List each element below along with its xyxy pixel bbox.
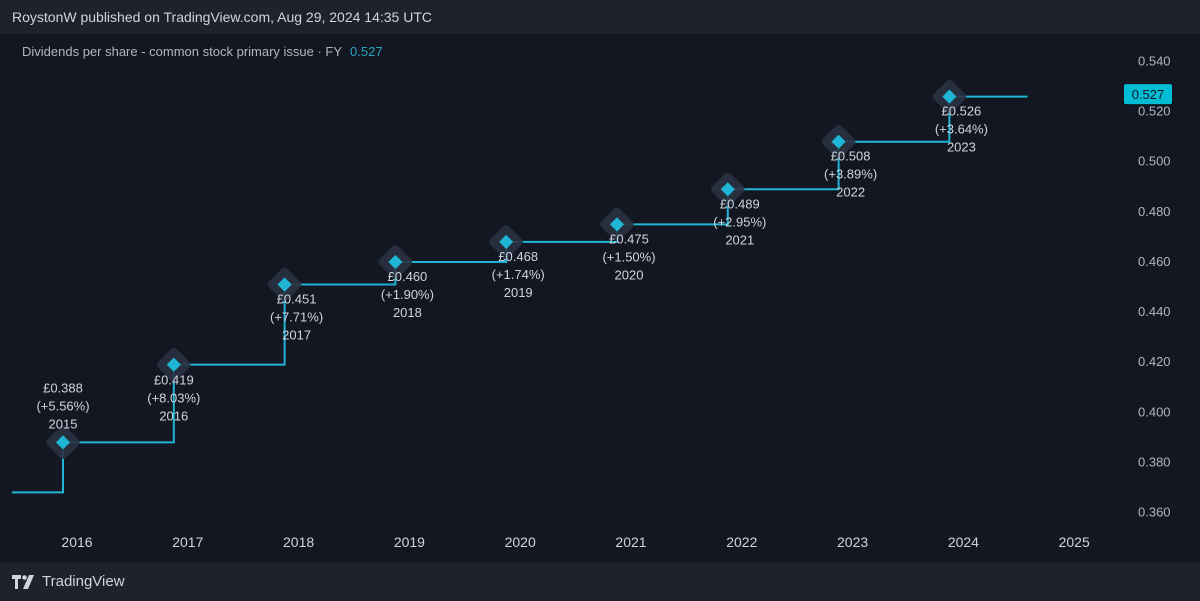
x-tick-label: 2018 <box>283 534 314 550</box>
point-change-label: (+8.03%) <box>147 391 200 406</box>
data-point-marker[interactable] <box>831 134 846 149</box>
y-tick-label: 0.400 <box>1138 404 1171 419</box>
point-price-label: £0.460 <box>388 269 428 284</box>
x-tick-label: 2024 <box>948 534 979 550</box>
x-tick-label: 2017 <box>172 534 203 550</box>
y-tick-label: 0.360 <box>1138 504 1171 519</box>
data-point-marker[interactable] <box>499 234 514 249</box>
point-year-label: 2018 <box>393 305 422 320</box>
point-year-label: 2019 <box>504 285 533 300</box>
point-change-label: (+3.89%) <box>824 167 877 182</box>
point-price-label: £0.388 <box>43 380 83 395</box>
tradingview-brand[interactable]: TradingView <box>12 573 125 590</box>
footer-bar: TradingView <box>0 563 1200 601</box>
point-price-label: £0.468 <box>498 249 538 264</box>
data-point-marker[interactable] <box>166 357 181 372</box>
last-value-badge-text: 0.527 <box>1132 87 1165 102</box>
chart-area[interactable] <box>0 34 1200 563</box>
series-legend[interactable]: Dividends per share - common stock prima… <box>22 44 383 59</box>
point-price-label: £0.489 <box>720 196 760 211</box>
y-tick-label: 0.380 <box>1138 454 1171 469</box>
x-tick-label: 2020 <box>505 534 536 550</box>
header-bar: RoystonW published on TradingView.com, A… <box>0 0 1200 34</box>
last-value-badge <box>1124 84 1172 105</box>
point-change-label: (+1.50%) <box>602 249 655 264</box>
x-tick-label: 2025 <box>1059 534 1090 550</box>
x-tick-label: 2022 <box>726 534 757 550</box>
point-change-label: (+3.64%) <box>935 122 988 137</box>
point-year-label: 2023 <box>947 140 976 155</box>
point-year-label: 2017 <box>282 327 311 342</box>
point-year-label: 2016 <box>159 409 188 424</box>
y-tick-label: 0.420 <box>1138 354 1171 369</box>
point-price-label: £0.475 <box>609 231 649 246</box>
point-price-label: £0.451 <box>277 291 317 306</box>
point-change-label: (+1.90%) <box>381 287 434 302</box>
data-point-marker[interactable] <box>277 277 292 292</box>
publish-info: RoystonW published on TradingView.com, A… <box>12 9 432 25</box>
y-tick-label: 0.500 <box>1138 154 1171 169</box>
point-change-label: (+1.74%) <box>492 267 545 282</box>
y-tick-label: 0.520 <box>1138 104 1171 119</box>
data-point-marker[interactable] <box>942 89 957 104</box>
x-tick-label: 2016 <box>61 534 92 550</box>
data-point-marker[interactable] <box>55 435 71 450</box>
point-year-label: 2021 <box>725 232 754 247</box>
brand-name: TradingView <box>42 573 125 590</box>
y-tick-label: 0.440 <box>1138 304 1171 319</box>
point-price-label: £0.419 <box>154 373 194 388</box>
y-tick-label: 0.540 <box>1138 54 1171 69</box>
point-change-label: (+5.56%) <box>36 398 89 413</box>
point-year-label: 2020 <box>615 267 644 282</box>
x-tick-label: 2019 <box>394 534 425 550</box>
y-tick-label: 0.480 <box>1138 204 1171 219</box>
legend-label: Dividends per share - common stock prima… <box>22 44 343 59</box>
tradingview-logo-icon <box>12 574 34 589</box>
legend-value: 0.527 <box>350 44 383 59</box>
data-point-marker[interactable] <box>720 182 735 197</box>
point-change-label: (+7.71%) <box>270 309 323 324</box>
y-tick-label: 0.460 <box>1138 254 1171 269</box>
x-tick-label: 2023 <box>837 534 868 550</box>
point-change-label: (+2.95%) <box>713 214 766 229</box>
point-price-label: £0.508 <box>831 149 871 164</box>
x-tick-label: 2021 <box>615 534 646 550</box>
point-year-label: 2022 <box>836 185 865 200</box>
point-year-label: 2015 <box>49 416 78 431</box>
point-price-label: £0.526 <box>942 104 982 119</box>
data-point-marker[interactable] <box>388 254 403 270</box>
data-point-marker[interactable] <box>609 217 625 232</box>
